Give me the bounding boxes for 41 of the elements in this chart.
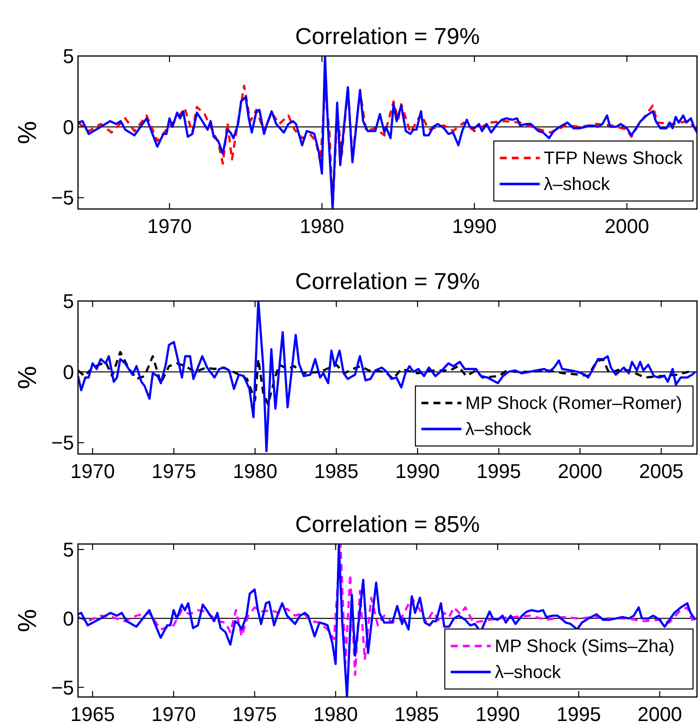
- x-tick-label: 1990: [395, 461, 440, 483]
- x-tick-label: 1990: [452, 216, 497, 238]
- x-tick-label: 2000: [637, 704, 682, 726]
- x-tick-label: 1965: [70, 704, 115, 726]
- x-tick-label: 1980: [313, 704, 358, 726]
- x-tick-label: 2000: [558, 461, 602, 483]
- x-tick-label: 1995: [476, 461, 522, 483]
- y-axis-title: %: [12, 120, 42, 144]
- legend-label: λ–shock: [544, 174, 611, 194]
- y-axis-title: %: [12, 366, 42, 390]
- y-tick-label: −5: [51, 432, 74, 455]
- chart-title: Correlation = 79%: [295, 23, 480, 49]
- x-tick-label: 1980: [232, 461, 278, 483]
- y-tick-label: −5: [51, 188, 74, 210]
- legend-label: MP Shock (Romer–Romer): [465, 393, 682, 413]
- x-tick-label: 2005: [639, 461, 684, 483]
- x-tick-label: 1970: [70, 461, 115, 483]
- x-tick-label: 1970: [147, 216, 192, 238]
- y-tick-label: 0: [62, 116, 74, 139]
- legend-label: λ–shock: [494, 662, 562, 682]
- chart-title: Correlation = 85%: [295, 511, 480, 537]
- legend-label: MP Shock (Sims–Zha): [494, 636, 675, 656]
- y-tick-label: 0: [62, 362, 74, 384]
- legend-label: TFP News Shock: [544, 148, 684, 168]
- y-tick-label: −5: [51, 677, 74, 700]
- y-tick-label: 5: [62, 291, 74, 313]
- y-tick-label: 5: [62, 540, 74, 562]
- y-axis-title: %: [12, 608, 42, 632]
- x-tick-label: 1975: [232, 704, 277, 726]
- legend-label: λ–shock: [465, 419, 532, 439]
- x-tick-label: 2000: [604, 216, 650, 238]
- x-tick-label: 1990: [475, 704, 520, 726]
- x-tick-label: 1995: [556, 704, 601, 726]
- x-tick-label: 1985: [314, 461, 359, 483]
- y-tick-label: 5: [62, 46, 74, 68]
- chart-title: Correlation = 79%: [295, 268, 480, 294]
- x-tick-label: 1985: [394, 704, 439, 726]
- x-tick-label: 1970: [151, 704, 196, 726]
- x-tick-label: 1975: [152, 461, 196, 483]
- y-tick-label: 0: [62, 608, 74, 630]
- x-tick-label: 1980: [300, 216, 344, 238]
